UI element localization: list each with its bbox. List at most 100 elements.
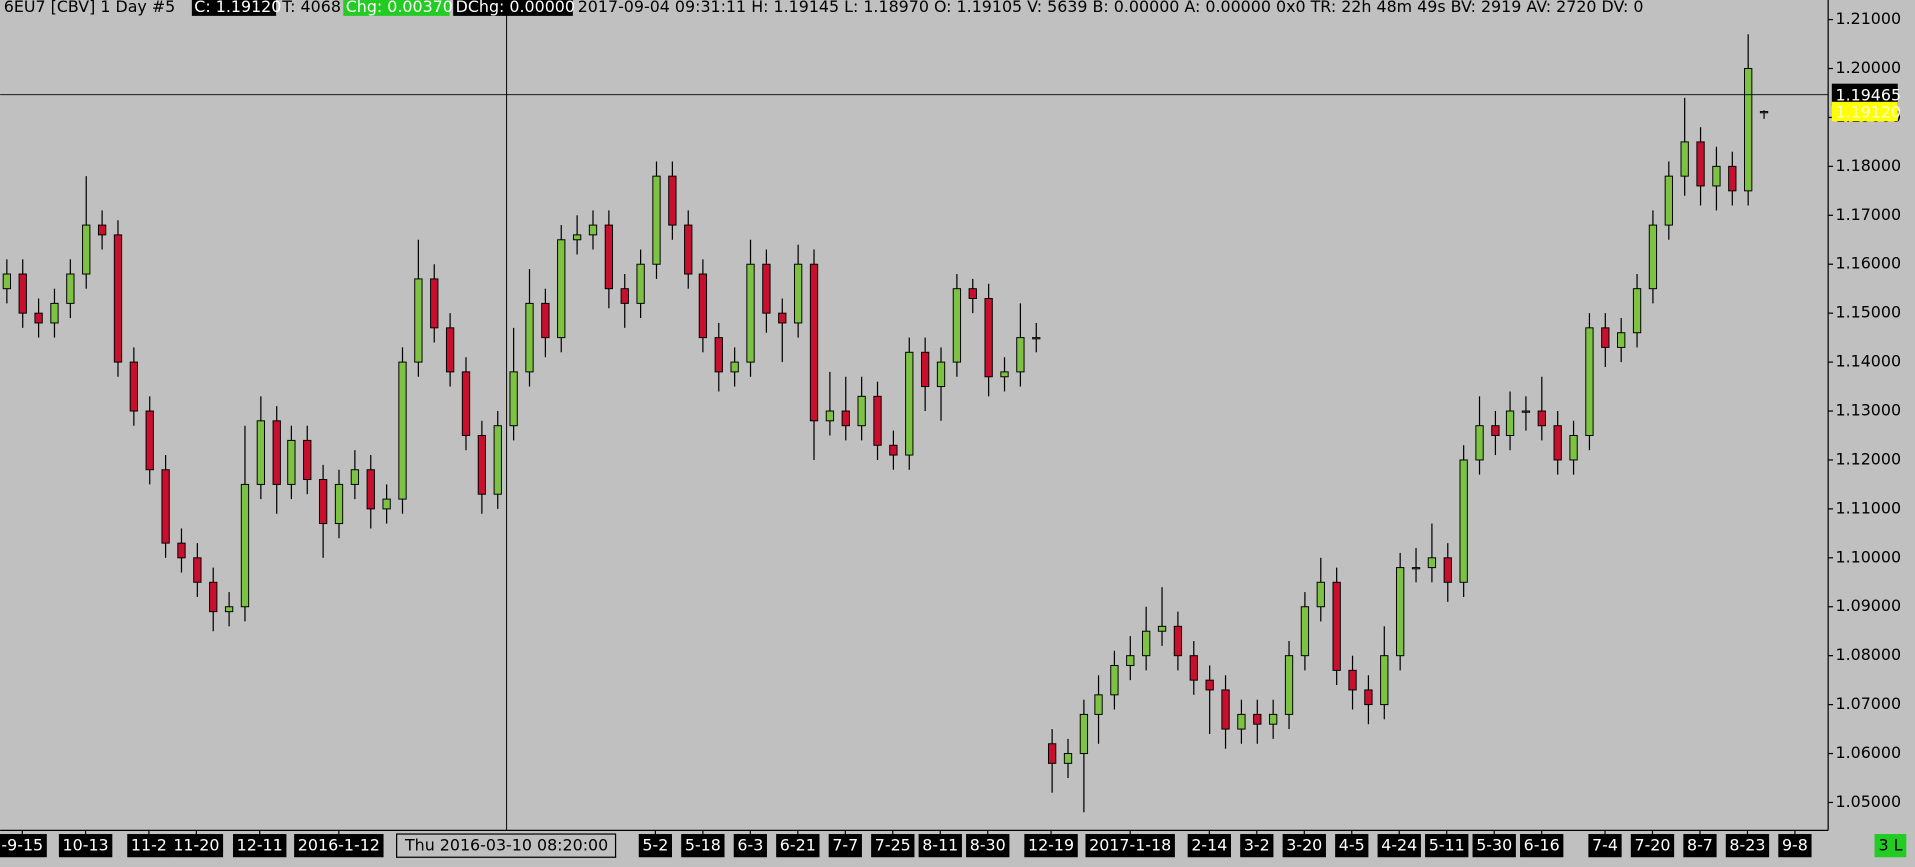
y-tick-label: 1.11000 — [1835, 498, 1901, 517]
last-price-box — [1831, 101, 1898, 122]
candle-body — [1364, 689, 1373, 706]
candle-body — [1173, 625, 1183, 657]
y-tick-label: 1.12000 — [1835, 449, 1901, 468]
x-tick-box — [127, 834, 171, 858]
candle-body — [1744, 68, 1753, 192]
candle-body — [66, 273, 75, 304]
y-tick-label: 1.20000 — [1835, 58, 1901, 77]
y-tick-label: 1.15000 — [1835, 303, 1901, 322]
x-tick-label: 10-13 — [63, 836, 109, 855]
x-tick-box — [1240, 834, 1274, 858]
candle-body — [493, 425, 502, 495]
candle-body — [1617, 332, 1626, 348]
candle-body — [256, 420, 265, 485]
x-tick-label: 2016-1-12 — [298, 836, 380, 855]
candle-body — [1126, 655, 1135, 666]
candle-body — [920, 351, 930, 388]
candle-body — [303, 439, 312, 481]
candle-body — [1016, 337, 1025, 373]
x-tick-label: 6-16 — [1524, 836, 1560, 855]
candle-body — [1648, 224, 1658, 290]
candle-body — [684, 224, 693, 275]
candle-body — [714, 337, 723, 373]
x-tick-box — [1588, 834, 1622, 858]
candle-body — [1459, 459, 1468, 583]
plot — [2, 34, 1769, 813]
x-tick-box — [638, 834, 672, 858]
symbol-info: 6EU7 [CBV] 1 Day #5 — [4, 0, 175, 16]
candle-body — [1032, 337, 1041, 340]
crosshair-time-box — [396, 833, 617, 858]
x-tick-box — [1630, 834, 1675, 858]
candle-body — [604, 224, 614, 290]
candle-body — [350, 469, 360, 485]
x-tick-box — [1683, 834, 1717, 858]
candle-body — [193, 557, 202, 583]
candle-body — [18, 273, 27, 314]
candle-body — [272, 420, 281, 485]
x-tick-label: -9-15 — [1, 836, 43, 855]
candle-body — [1396, 567, 1405, 657]
candle-body — [34, 312, 43, 324]
x-tick-label: 2-14 — [1191, 836, 1227, 855]
candle-body — [825, 410, 835, 422]
x-tick-label: 7-7 — [832, 836, 858, 855]
candle-body — [1569, 435, 1578, 461]
candle-body — [1680, 141, 1689, 177]
status-box — [1874, 834, 1907, 858]
x-tick-label: 12-11 — [237, 836, 283, 855]
y-tick-label: 1.09000 — [1835, 596, 1901, 615]
candle-body — [445, 327, 455, 373]
candle-body — [762, 263, 771, 314]
status: 3 L — [1878, 836, 1902, 855]
x-tick-box — [1725, 834, 1770, 858]
candle-body — [1047, 743, 1057, 764]
x-tick-box — [918, 834, 962, 858]
candle-body — [793, 263, 803, 324]
header: 6EU7 [CBV] 1 Day #5 C: 1.19120 T: 4068 C… — [4, 0, 1644, 16]
daily-change-box — [453, 0, 573, 16]
candle-body — [1411, 567, 1421, 570]
x-tick-label: 6-3 — [737, 836, 763, 855]
candle-body — [841, 410, 850, 427]
x-tick-box — [1335, 834, 1369, 858]
candle-body — [1712, 165, 1721, 187]
x-tick-box — [294, 834, 384, 858]
candle-body — [366, 469, 375, 510]
x-tick-box — [1377, 834, 1421, 858]
candle-body — [889, 444, 898, 456]
x-tick-box — [58, 834, 113, 858]
x-tick-label: 6-21 — [780, 836, 816, 855]
candle-body — [1269, 713, 1278, 725]
candle-body — [746, 263, 755, 363]
change-value: Chg: 0.00370 — [346, 0, 453, 16]
candle-body — [1253, 713, 1262, 725]
x-tick-box — [0, 834, 47, 858]
candle-body — [1237, 713, 1246, 730]
x-tick-box — [871, 834, 915, 858]
x-tick-box — [776, 834, 820, 858]
candle-body — [1205, 679, 1214, 691]
candle-body — [82, 224, 91, 275]
candle-body — [1063, 753, 1073, 764]
change-box — [343, 0, 450, 16]
candle-body — [477, 435, 487, 495]
candle-body — [1300, 606, 1310, 657]
crosshair-time-label: Thu 2016-03-10 08:20:00 — [404, 836, 608, 855]
candle-body — [129, 361, 139, 412]
candle-body — [730, 361, 739, 373]
candle-body — [1728, 165, 1737, 192]
x-tick-box — [1472, 834, 1516, 858]
candle-body — [1664, 175, 1673, 226]
x-tick-box — [966, 834, 1010, 858]
x-tick-box — [232, 834, 287, 858]
x-tick-box — [733, 834, 767, 858]
candle-body — [668, 175, 677, 226]
candle-body — [541, 302, 550, 339]
candle-body — [1491, 425, 1500, 436]
candle-body — [1443, 557, 1452, 583]
y-tick-label: 1.18000 — [1835, 156, 1901, 175]
y-tick-label: 1.10000 — [1835, 547, 1901, 566]
candle-body — [414, 278, 423, 363]
x-tick-label: 8-30 — [970, 836, 1006, 855]
